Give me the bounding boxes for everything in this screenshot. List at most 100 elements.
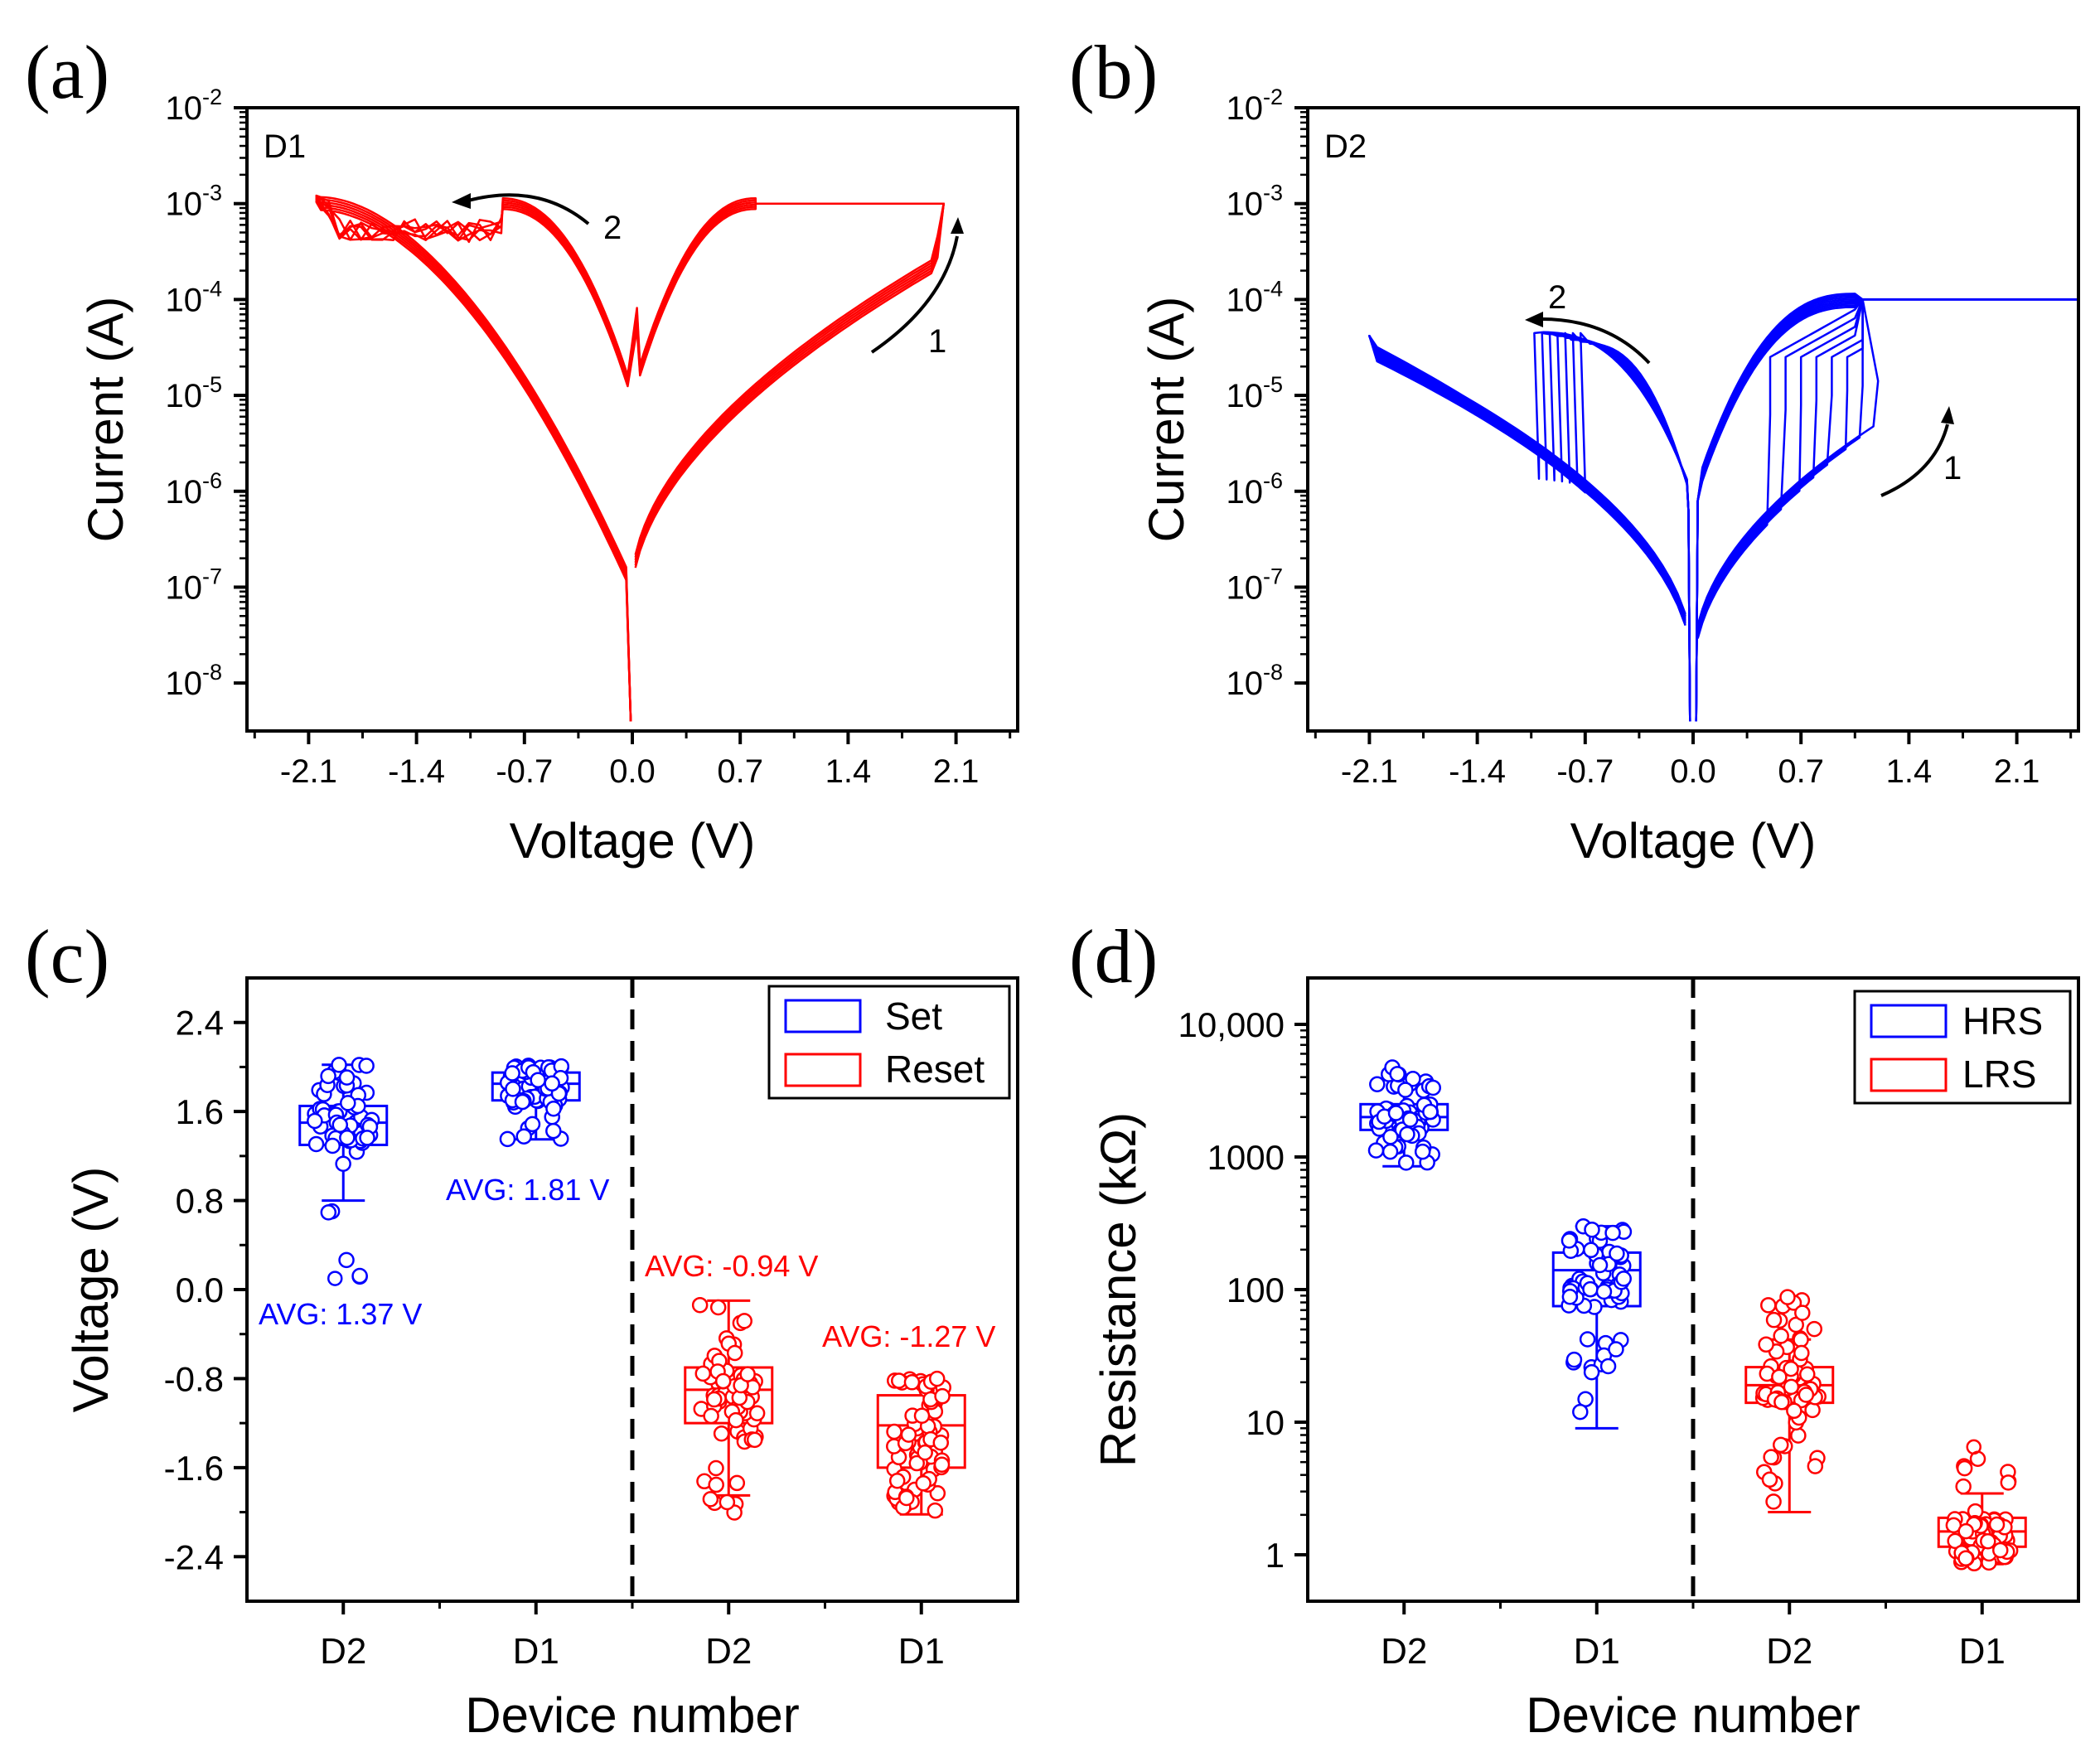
panel-label-c: (c) (25, 914, 109, 999)
chart-d-boxes (1359, 1059, 2027, 1572)
box-sample-point (1760, 1297, 1777, 1314)
chart-c: D2 D1 D2 D1 -2.4 -1.6 -0.8 0.0 0.8 1.6 2.4 Set Re… (63, 976, 1019, 1743)
box-sample-point (339, 1130, 356, 1146)
box-sample-point (1389, 1066, 1406, 1082)
chart-c-legend: Set Reset (767, 985, 1011, 1100)
box-sample-point (1591, 1256, 1609, 1274)
chart-a-y-ticks: 10-8 10-7 10-6 10-5 10-4 10-3 10-2 (165, 85, 247, 702)
box-sample-point (1615, 1271, 1632, 1287)
x-tick-label: D1 (1574, 1631, 1620, 1672)
box-sample-point (1387, 1105, 1405, 1121)
x-tick-label: 0.7 (717, 753, 763, 790)
chart-a-arrow-label-1: 1 (928, 323, 946, 360)
box-sample-point (739, 1366, 756, 1382)
chart-b-arrow-label-2: 2 (1548, 279, 1566, 316)
iv-cycle (315, 196, 945, 722)
chart-c-avg-label-4: AVG: -1.27 V (822, 1319, 995, 1353)
box-sample-point (524, 1116, 541, 1133)
box-sample-point (736, 1313, 752, 1329)
x-tick-label: 0.0 (609, 753, 656, 790)
box-sample-point (1992, 1542, 2009, 1559)
chart-c-avg-label-1: AVG: 1.37 V (259, 1297, 422, 1331)
y-tick-label: 10 (1246, 1403, 1285, 1442)
chart-b-x-ticks: -2.1 -1.4 -0.7 0.0 0.7 1.4 2.1 (1314, 731, 2073, 790)
box-sample-point (748, 1405, 766, 1421)
box-sample-point (1369, 1076, 1386, 1093)
box-sample-point (706, 1391, 723, 1408)
box-sample-point (1799, 1366, 1816, 1383)
chart-c-avg-label-2: AVG: 1.81 V (446, 1173, 609, 1207)
box-sample-point (1947, 1532, 1963, 1550)
box-sample-point (1381, 1143, 1399, 1160)
box-sample-point (746, 1431, 763, 1449)
box-sample-point (1599, 1358, 1617, 1375)
box-outlier (327, 1271, 343, 1286)
box-sample-point (505, 1081, 521, 1097)
chart-b-ylabel: Current (A) (1139, 297, 1194, 543)
x-tick-label: 1.4 (825, 753, 872, 790)
y-tick-label: 10-2 (165, 85, 222, 127)
box-sample-point (1595, 1283, 1613, 1300)
y-tick-label: 1 (1265, 1536, 1285, 1575)
box-sample-point (903, 1374, 921, 1391)
chart-d-legend-frame (1853, 990, 2072, 1105)
box-sample-point (708, 1476, 724, 1493)
box-sample-point (1758, 1336, 1774, 1353)
iv-cycle (315, 194, 945, 722)
y-tick-label: 10-3 (1226, 181, 1283, 223)
box-sample-point (1609, 1245, 1625, 1262)
box-sample-point (1422, 1103, 1439, 1121)
y-tick-label: 10-8 (1226, 660, 1283, 702)
box-sample-point (915, 1474, 931, 1492)
chart-c-legend-set-swatch (784, 999, 862, 1033)
box-sample-point (307, 1135, 325, 1153)
y-tick-label: 10-6 (165, 468, 222, 511)
chart-a-arrowhead-2 (452, 193, 471, 209)
y-tick-label: 10-7 (165, 564, 222, 606)
iv-cycle (315, 198, 945, 722)
iv-set-cycle (1695, 298, 1864, 722)
box-sample-point (358, 1058, 375, 1074)
box-sample-point (504, 1065, 520, 1082)
chart-a-curves (315, 194, 945, 722)
chart-c-legend-reset-swatch (784, 1053, 862, 1087)
chart-a-arrow-2 (467, 193, 590, 225)
iv-set-cycle (1695, 293, 1880, 722)
box-sample-point (351, 1267, 368, 1285)
box-outlier (1966, 1439, 1981, 1455)
box-sample-point (530, 1072, 546, 1088)
box-sample-point (338, 1069, 356, 1086)
box-sample-point (514, 1093, 531, 1111)
box-sample-point (927, 1502, 944, 1519)
chart-d-ylabel: Resistance (kΩ) (1091, 1112, 1146, 1467)
chart-b-y-ticks: 10-8 10-7 10-6 10-5 10-4 10-3 10-2 (1226, 85, 1308, 702)
x-tick-label: -2.1 (1341, 753, 1398, 790)
box-sample-point (1401, 1111, 1419, 1128)
box-sample-point (340, 1095, 356, 1111)
box-sample-point (1794, 1304, 1811, 1321)
box-sample-point (1783, 1378, 1800, 1396)
box-sample-point (908, 1454, 926, 1472)
box-sample-point (499, 1130, 516, 1148)
box-sample-point (691, 1296, 709, 1314)
iv-reset-cycle (1368, 331, 1691, 722)
y-tick-label: 0.0 (176, 1271, 224, 1309)
box-sample-point (1572, 1403, 1589, 1421)
chart-b-arrow-2 (1541, 317, 1651, 365)
box-sample-point (1560, 1232, 1578, 1249)
box-sample-point (2000, 1474, 2017, 1491)
chart-c-legend-frame (767, 985, 1011, 1100)
box-sample-point (1955, 1478, 1972, 1495)
panel-label-b: (b) (1069, 30, 1158, 114)
chart-c-y-ticks: -2.4 -1.6 -0.8 0.0 0.8 1.6 2.4 (164, 1004, 247, 1576)
box-sample-point (1793, 1331, 1809, 1348)
y-tick-label: 0.8 (176, 1182, 224, 1221)
chart-a: -2.1 -1.4 -0.7 0.0 0.7 1.4 2.1 10-810-710-610-… (78, 85, 1019, 869)
y-tick-label: -1.6 (164, 1449, 224, 1488)
x-tick-label: -0.7 (1556, 753, 1614, 790)
box-sample-point (1367, 1142, 1385, 1159)
box-sample-point (1806, 1320, 1823, 1338)
box-sample-point (1584, 1221, 1600, 1238)
x-tick-label: D2 (705, 1631, 752, 1672)
chart-b-curves (1368, 293, 2078, 722)
